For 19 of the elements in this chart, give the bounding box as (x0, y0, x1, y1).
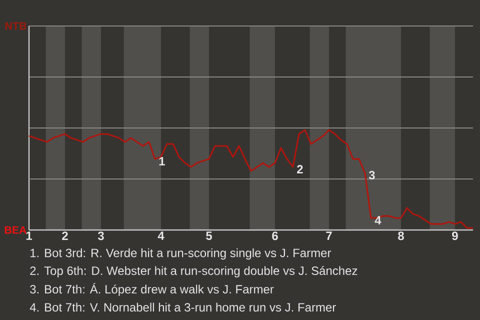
x-tick-label: 1 (26, 232, 32, 240)
x-tick-label: 8 (398, 232, 404, 240)
text: 3. Bot 7th: Á. López drew a walk vs J. Farmer (30, 282, 274, 296)
annotation: 2 (297, 165, 303, 174)
annotation: 3 (368, 170, 375, 180)
x-tick-label: 2 (62, 232, 68, 240)
text: 2. Top 6th: D. Webster hit a run-scoring double vs J. Sánchez (30, 266, 358, 278)
annotation: 1 (159, 157, 165, 166)
x-tick-label: 6 (272, 232, 278, 240)
x-tick-label: 4 (158, 232, 164, 240)
text: 4. Bot 7th: V. Nornabell hit a 3-run home run vs J. Farmer (30, 302, 336, 312)
text: BEA (4, 226, 26, 234)
text: NTB (6, 22, 26, 30)
annotation: 4 (374, 216, 382, 224)
x-tick-label: 5 (206, 232, 212, 240)
x-tick-label: 7 (326, 232, 332, 240)
text: 1. Bot 3rd: R. Verde hit a run-scoring single vs J. Farmer (30, 248, 332, 260)
x-tick-label: 9 (452, 232, 458, 240)
x-tick-label: 3 (98, 232, 104, 240)
